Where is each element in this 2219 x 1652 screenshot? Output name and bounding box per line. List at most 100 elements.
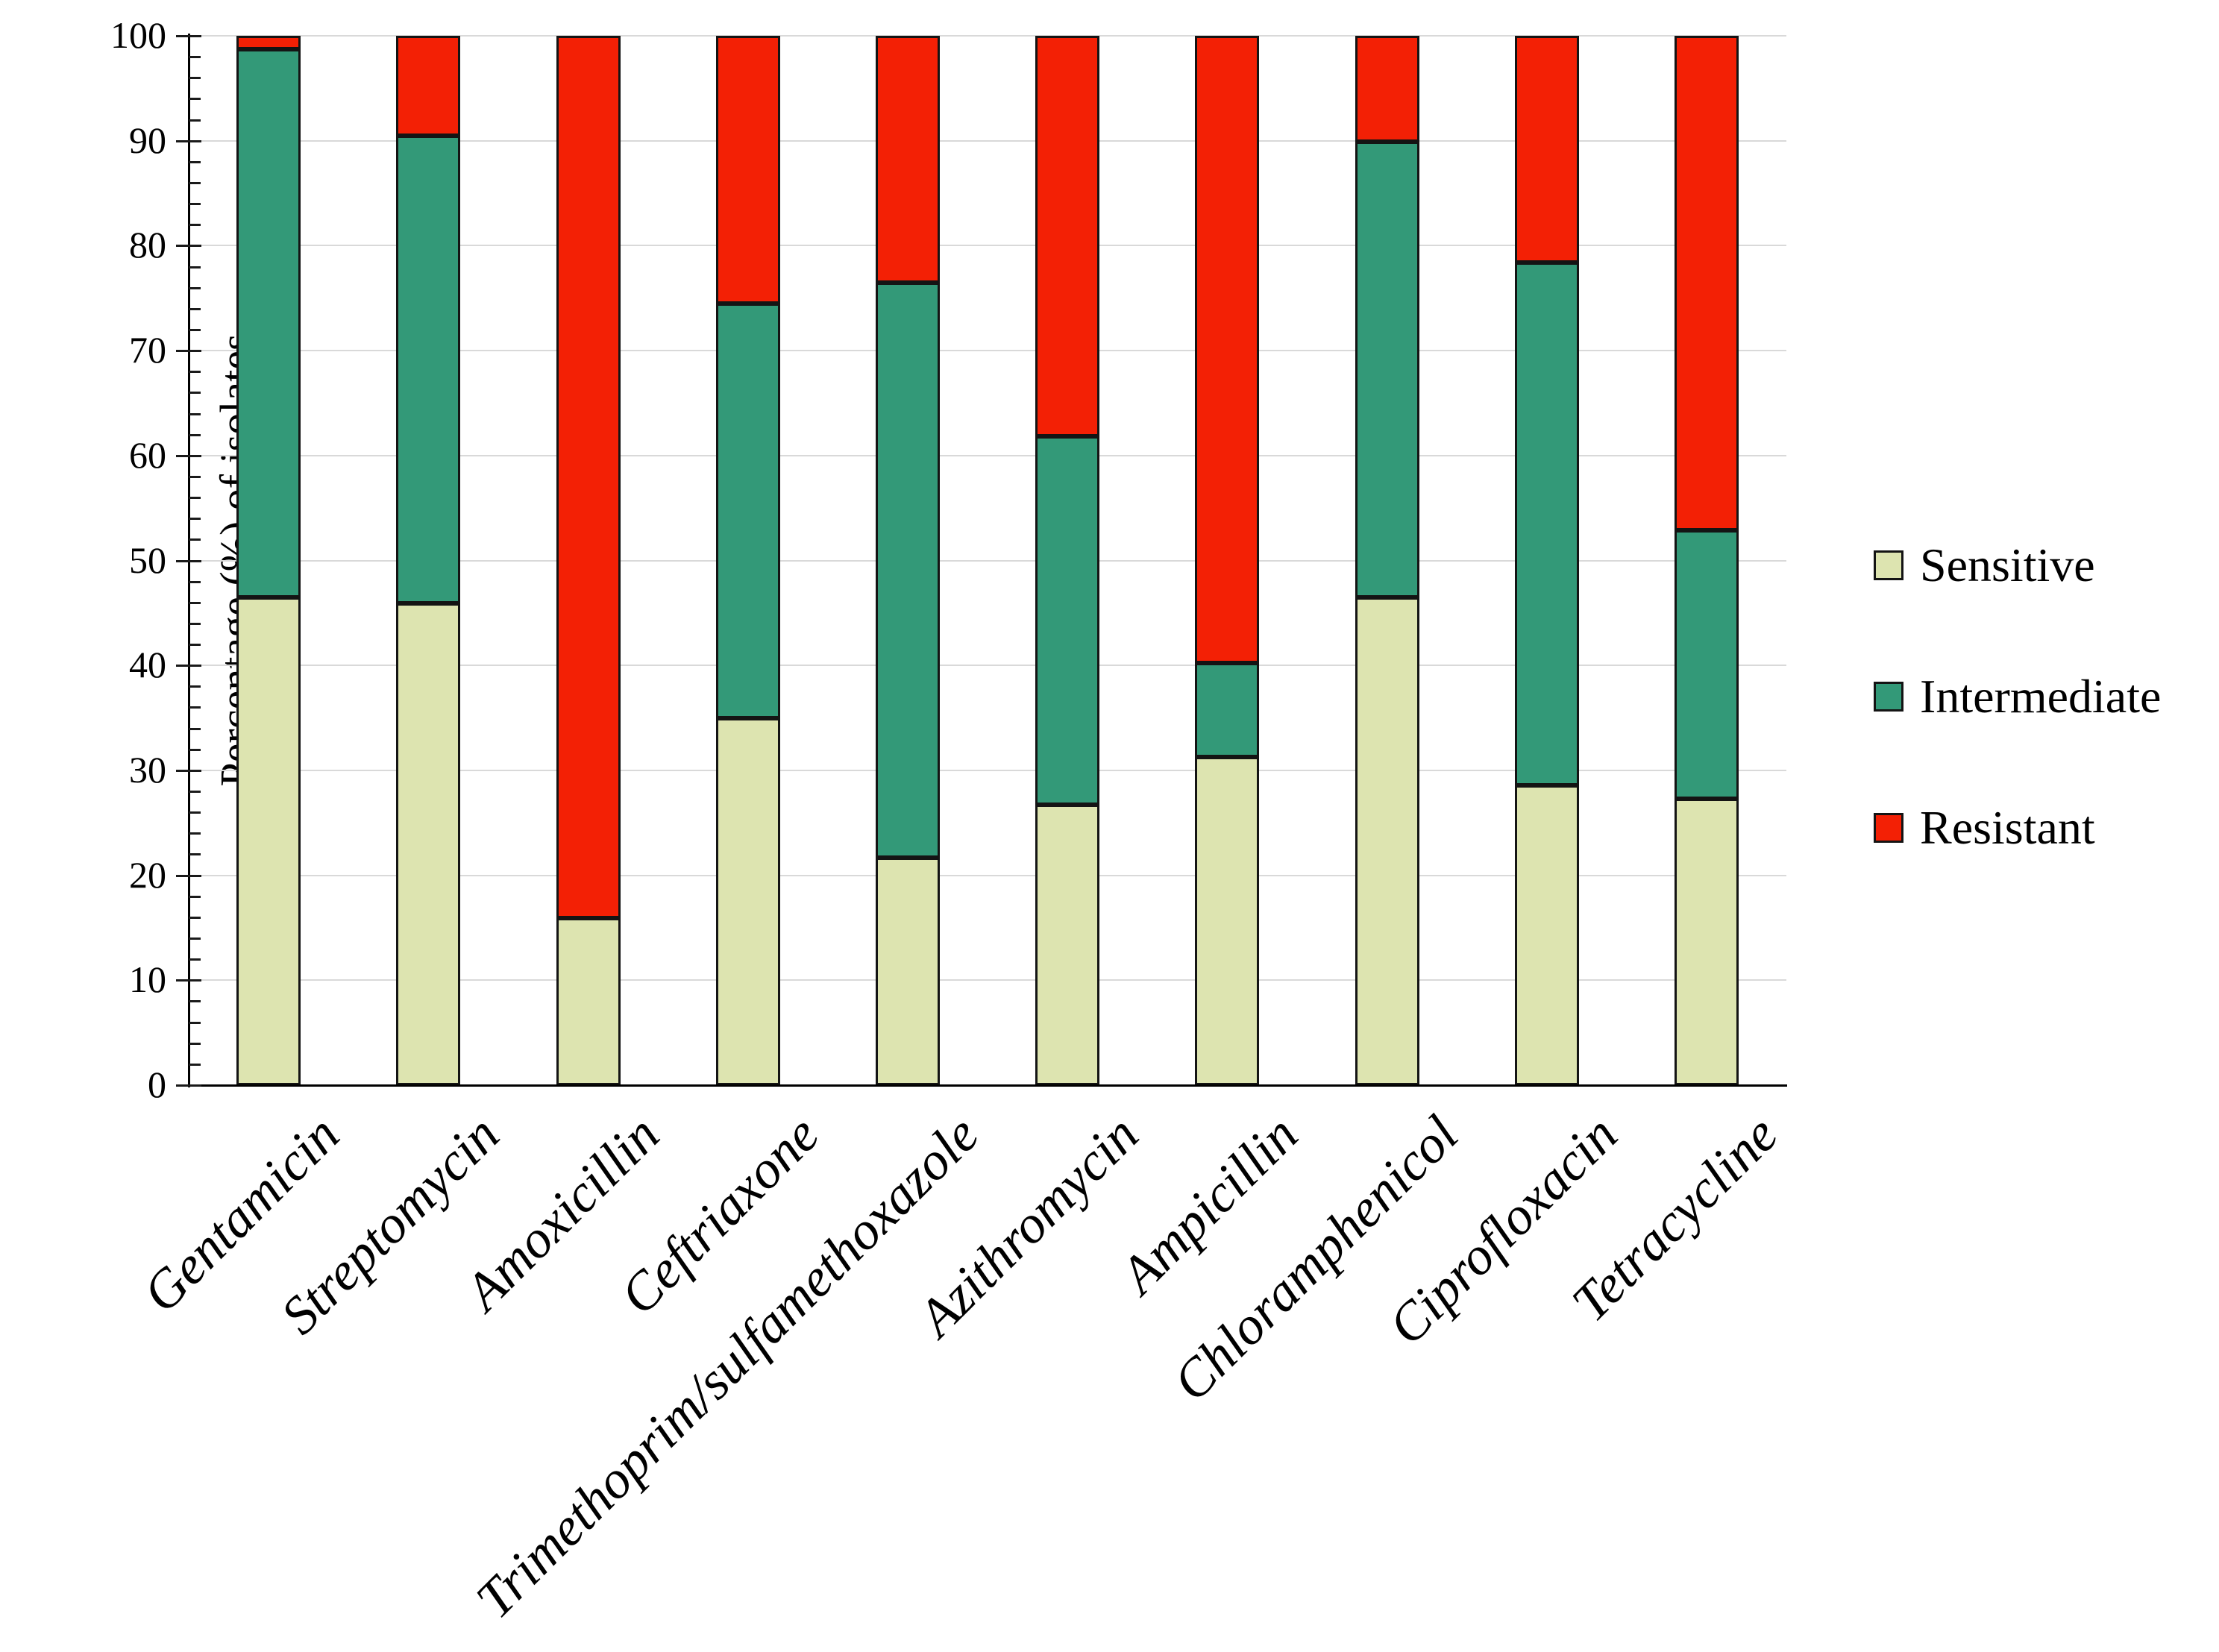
- bar-segment-intermediate-5: [1035, 436, 1100, 805]
- bar-segment-sensitive-2: [556, 918, 621, 1085]
- y-minor-tick-4: [189, 1042, 201, 1045]
- y-minor-tick-76: [189, 286, 201, 289]
- y-minor-tick-6: [189, 1021, 201, 1024]
- y-minor-tick-82: [189, 224, 201, 227]
- bar-segment-sensitive-8: [1514, 785, 1579, 1085]
- y-minor-tick-48: [189, 580, 201, 583]
- bar-segment-intermediate-9: [1674, 530, 1739, 799]
- y-minor-tick-28: [189, 791, 201, 794]
- y-minor-tick-56: [189, 497, 201, 500]
- bar-segment-resistant-0: [236, 36, 301, 50]
- legend-label-intermediate: Intermediate: [1920, 670, 2162, 723]
- y-minor-tick-54: [189, 518, 201, 521]
- gridline-20: [189, 874, 1786, 876]
- bar-segment-intermediate-1: [396, 135, 461, 604]
- bar-segment-sensitive-5: [1035, 805, 1100, 1085]
- y-minor-tick-86: [189, 181, 201, 184]
- y-minor-tick-94: [189, 98, 201, 101]
- y-minor-tick-36: [189, 706, 201, 709]
- y-major-tick-90: [176, 139, 201, 142]
- y-minor-tick-96: [189, 77, 201, 80]
- y-minor-tick-92: [189, 119, 201, 122]
- y-tick-label-60: 60: [129, 433, 166, 476]
- y-minor-tick-62: [189, 433, 201, 436]
- y-minor-tick-78: [189, 266, 201, 268]
- y-minor-tick-84: [189, 203, 201, 206]
- y-minor-tick-18: [189, 895, 201, 898]
- y-tick-label-50: 50: [129, 538, 166, 581]
- y-minor-tick-14: [189, 938, 201, 940]
- y-minor-tick-44: [189, 622, 201, 625]
- bar-segment-sensitive-3: [715, 717, 780, 1085]
- legend-item-intermediate: Intermediate: [1874, 673, 2161, 720]
- gridline-10: [189, 979, 1786, 982]
- gridline-30: [189, 769, 1786, 771]
- y-major-tick-70: [176, 350, 201, 353]
- y-minor-tick-58: [189, 475, 201, 478]
- gridline-50: [189, 559, 1786, 562]
- y-tick-label-30: 30: [129, 748, 166, 791]
- gridline-80: [189, 245, 1786, 247]
- y-minor-tick-46: [189, 601, 201, 604]
- bar-segment-sensitive-7: [1355, 597, 1419, 1085]
- legend-item-resistant: Resistant: [1874, 804, 2095, 852]
- legend-swatch-intermediate-icon: [1874, 682, 1903, 712]
- bar-segment-resistant-2: [556, 36, 621, 919]
- x-axis-line: [188, 1084, 1787, 1087]
- legend-item-sensitive: Sensitive: [1874, 541, 2095, 589]
- bar-segment-resistant-5: [1035, 36, 1100, 437]
- legend-label-resistant: Resistant: [1920, 801, 2095, 854]
- bar-segment-resistant-4: [875, 36, 940, 283]
- y-minor-tick-34: [189, 727, 201, 730]
- legend-swatch-sensitive-icon: [1874, 550, 1903, 580]
- y-major-tick-10: [176, 979, 201, 982]
- y-minor-tick-98: [189, 56, 201, 59]
- bar-segment-intermediate-4: [875, 282, 940, 858]
- y-major-tick-20: [176, 874, 201, 877]
- legend-label-sensitive: Sensitive: [1920, 538, 2095, 591]
- y-tick-label-10: 10: [129, 958, 166, 1001]
- bar-segment-sensitive-0: [236, 597, 301, 1085]
- gridline-70: [189, 350, 1786, 352]
- bar-segment-resistant-6: [1195, 36, 1260, 664]
- y-minor-tick-64: [189, 412, 201, 415]
- y-minor-tick-24: [189, 832, 201, 835]
- bar-segment-sensitive-6: [1195, 756, 1260, 1085]
- y-tick-label-100: 100: [110, 14, 166, 56]
- y-minor-tick-74: [189, 307, 201, 310]
- y-tick-label-80: 80: [129, 224, 166, 266]
- bar-segment-resistant-9: [1674, 36, 1739, 530]
- y-minor-tick-32: [189, 748, 201, 751]
- y-minor-tick-22: [189, 853, 201, 856]
- gridline-100: [189, 35, 1786, 37]
- bar-segment-resistant-8: [1514, 36, 1579, 263]
- y-tick-label-90: 90: [129, 119, 166, 161]
- bar-segment-intermediate-3: [715, 303, 780, 718]
- y-tick-label-20: 20: [129, 853, 166, 896]
- y-minor-tick-38: [189, 685, 201, 688]
- y-minor-tick-16: [189, 916, 201, 919]
- bar-segment-sensitive-4: [875, 857, 940, 1085]
- y-minor-tick-12: [189, 958, 201, 961]
- bar-segment-intermediate-8: [1514, 262, 1579, 785]
- bar-segment-resistant-7: [1355, 36, 1419, 142]
- y-major-tick-100: [176, 35, 201, 37]
- y-minor-tick-88: [189, 160, 201, 163]
- y-major-tick-80: [176, 245, 201, 248]
- bar-segment-resistant-3: [715, 36, 780, 304]
- bar-segment-sensitive-9: [1674, 798, 1739, 1085]
- gridline-60: [189, 454, 1786, 456]
- gridline-90: [189, 139, 1786, 142]
- y-minor-tick-8: [189, 1000, 201, 1003]
- bar-segment-resistant-1: [396, 36, 461, 136]
- bar-segment-intermediate-6: [1195, 663, 1260, 757]
- y-minor-tick-66: [189, 392, 201, 395]
- y-major-tick-60: [176, 454, 201, 457]
- bar-segment-sensitive-1: [396, 603, 461, 1085]
- y-major-tick-30: [176, 769, 201, 772]
- y-minor-tick-42: [189, 644, 201, 647]
- y-minor-tick-52: [189, 538, 201, 541]
